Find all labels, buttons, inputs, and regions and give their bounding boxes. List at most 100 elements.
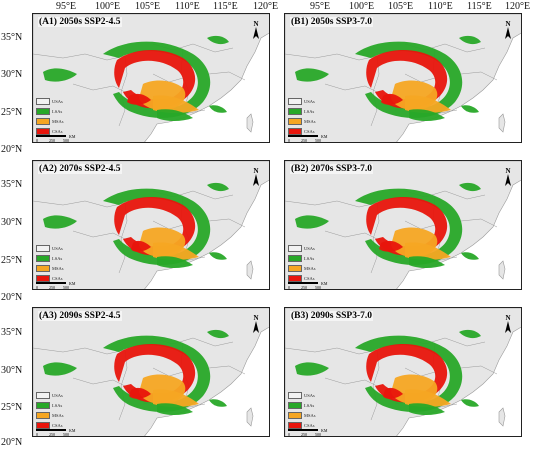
legend-swatch <box>36 128 50 135</box>
legend-label: USAs <box>52 246 63 251</box>
landmass <box>33 308 269 436</box>
panel-title: (A3) 2090s SSP2-4.5 <box>38 311 122 321</box>
legend-label: CSAs <box>304 423 315 428</box>
lsa-region <box>43 215 77 229</box>
lsa-region <box>43 362 77 376</box>
lsa-region <box>355 335 463 412</box>
legend-swatch <box>288 402 302 409</box>
scale-bar-graphic <box>36 135 66 137</box>
lsa-region <box>207 35 229 45</box>
north-arrow-icon: N <box>501 20 515 40</box>
scale-tick: 0 <box>36 432 38 437</box>
north-label: N <box>505 20 511 28</box>
north-label: N <box>505 314 511 322</box>
north-label: N <box>253 314 259 322</box>
north-label: N <box>505 167 511 175</box>
scale-tick: 500 <box>315 432 321 437</box>
legend-item: MSAs <box>288 411 326 420</box>
legend-swatch <box>288 392 302 399</box>
lsa-region <box>207 182 229 192</box>
map-canvas <box>33 161 269 289</box>
legend-label: CSAs <box>304 129 315 134</box>
lsa-region <box>209 105 227 113</box>
province-border <box>370 202 380 274</box>
legend-label: MSAs <box>304 413 316 418</box>
legend-swatch <box>36 255 50 262</box>
landmass <box>33 161 269 289</box>
legend-swatch <box>36 422 50 429</box>
legend-label: LSAs <box>304 109 315 114</box>
province-border <box>324 83 378 93</box>
csa-region <box>383 387 403 399</box>
lsa-region <box>409 403 445 415</box>
msa-region <box>405 389 451 407</box>
legend-item: MSAs <box>36 264 74 273</box>
lsa-region <box>409 109 445 121</box>
north-arrow-icon: N <box>501 167 515 187</box>
legend-item: LSAs <box>288 107 326 116</box>
lon-label-115e: 115°E <box>213 1 238 12</box>
north-arrow-icon: N <box>249 314 263 334</box>
lat-label-30n: 30°N <box>1 69 23 80</box>
lon-label-100e: 100°E <box>95 1 121 12</box>
lsa-region <box>43 68 77 82</box>
map-legend: USAs LSAs MSAs CSAs <box>288 244 326 284</box>
province-border <box>118 202 128 274</box>
lon-label-115e: 115°E <box>467 1 492 12</box>
map-legend: USAs LSAs MSAs CSAs <box>288 391 326 431</box>
landmass <box>285 161 521 289</box>
csa-region <box>366 49 448 109</box>
scale-unit: KM <box>321 428 328 433</box>
csa-region <box>114 196 196 256</box>
legend-label: MSAs <box>52 119 64 124</box>
legend-item: CSAs <box>36 127 74 136</box>
scale-unit: KM <box>321 281 328 286</box>
scale-unit: KM <box>69 281 76 286</box>
lsa-region <box>461 399 479 407</box>
legend-swatch <box>288 275 302 282</box>
scale-tick: 250 <box>301 138 307 143</box>
legend-label: LSAs <box>52 403 63 408</box>
province-border <box>208 71 246 81</box>
map-panel-b3: (B3) 2090s SSP3-7.0 N USAs LSAs MSAs CSAs 0 25… <box>284 307 522 437</box>
map-legend: USAs LSAs MSAs CSAs <box>288 97 326 137</box>
legend-item: CSAs <box>288 274 326 283</box>
legend-label: CSAs <box>304 276 315 281</box>
lsa-region <box>103 188 211 265</box>
map-panel-a3: (A3) 2090s SSP2-4.5 N USAs LSAs MSAs CSAs 0 25… <box>32 307 270 437</box>
lon-label-95e: 95°E <box>310 1 331 12</box>
scale-bar: 0 250 500 KM <box>36 428 96 437</box>
north-label: N <box>253 20 259 28</box>
legend-item: USAs <box>288 391 326 400</box>
map-legend: USAs LSAs MSAs CSAs <box>36 97 74 137</box>
legend-swatch <box>36 402 50 409</box>
province-border <box>33 53 126 61</box>
legend-item: CSAs <box>288 421 326 430</box>
scale-tick: 250 <box>49 432 55 437</box>
lat-label-20n: 20°N <box>1 144 23 155</box>
scale-bar: 0 250 500 KM <box>288 134 348 143</box>
lsa-region <box>459 35 481 45</box>
legend-label: MSAs <box>52 413 64 418</box>
scale-bar: 0 250 500 KM <box>36 134 96 142</box>
csa-region <box>366 343 448 403</box>
province-border <box>33 347 126 355</box>
province-border <box>370 55 380 127</box>
csa-region <box>114 49 196 109</box>
msa-region <box>405 242 451 260</box>
csa-region <box>129 387 151 399</box>
province-border <box>208 365 246 375</box>
legend-swatch <box>288 422 302 429</box>
lsa-region <box>209 252 227 260</box>
lat-label-35n: 35°N <box>1 327 23 338</box>
lsa-region <box>355 41 463 119</box>
scale-tick: 0 <box>288 138 290 143</box>
lsa-region <box>103 41 211 119</box>
csa-region <box>131 240 151 252</box>
legend-label: CSAs <box>52 129 63 134</box>
msa-region <box>153 389 199 407</box>
lon-label-120e: 120°E <box>253 1 279 12</box>
legend-item: MSAs <box>36 411 74 420</box>
lon-label-95e: 95°E <box>56 1 77 12</box>
msa-region <box>153 242 199 260</box>
